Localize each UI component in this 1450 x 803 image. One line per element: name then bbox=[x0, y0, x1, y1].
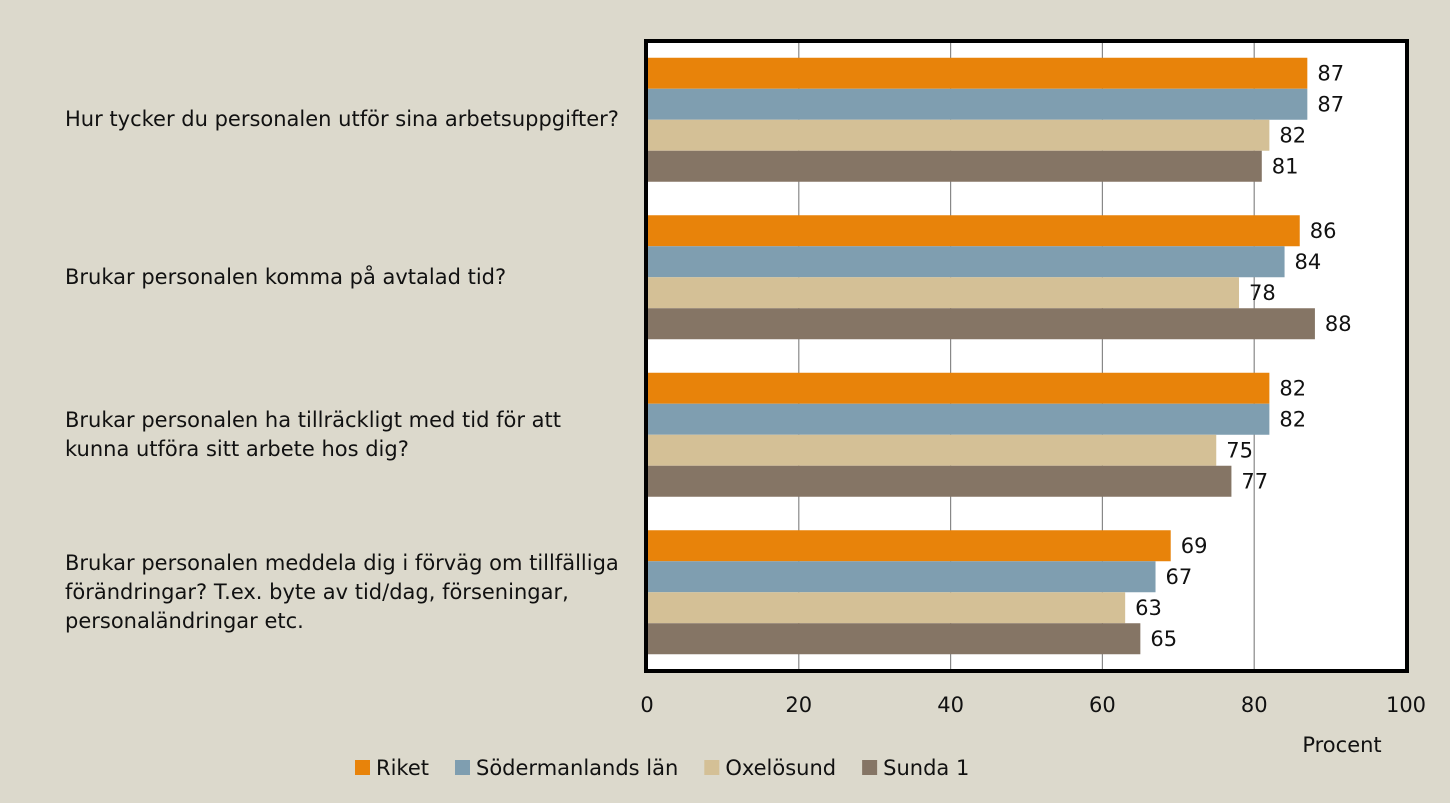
bar bbox=[647, 215, 1300, 247]
bar bbox=[647, 465, 1232, 497]
data-label: 67 bbox=[1166, 565, 1193, 589]
legend-swatch bbox=[704, 760, 720, 775]
bar bbox=[647, 592, 1126, 624]
marks bbox=[646, 41, 1407, 671]
data-label: 77 bbox=[1241, 469, 1268, 493]
legend-label: Riket bbox=[376, 756, 429, 780]
legend-swatch bbox=[355, 760, 370, 775]
bar bbox=[647, 530, 1171, 562]
legend-label: Södermanlands län bbox=[476, 756, 678, 780]
bar bbox=[647, 372, 1270, 404]
bar bbox=[647, 403, 1270, 435]
data-label: 84 bbox=[1295, 250, 1322, 274]
x-tick-label: 20 bbox=[785, 693, 812, 717]
category-label: Hur tycker du personalen utför sina arbe… bbox=[65, 107, 619, 132]
x-tick-label: 60 bbox=[1089, 693, 1116, 717]
x-tick-label: 80 bbox=[1241, 693, 1268, 717]
data-label: 86 bbox=[1310, 219, 1337, 243]
bar bbox=[647, 561, 1156, 593]
plot-border bbox=[644, 39, 1409, 673]
bar bbox=[647, 88, 1308, 120]
data-label: 87 bbox=[1317, 61, 1344, 85]
legend-label: Sunda 1 bbox=[883, 756, 969, 780]
bar bbox=[647, 308, 1315, 340]
legend-swatch bbox=[455, 760, 470, 775]
data-label: 82 bbox=[1279, 123, 1306, 147]
data-label: 65 bbox=[1150, 627, 1177, 651]
x-tick-label: 40 bbox=[937, 693, 964, 717]
data-label: 81 bbox=[1272, 154, 1299, 178]
bar bbox=[647, 434, 1217, 466]
bar bbox=[647, 150, 1262, 182]
data-label: 88 bbox=[1325, 312, 1352, 336]
data-label: 82 bbox=[1279, 407, 1306, 431]
category-label: Brukar personalen komma på avtalad tid? bbox=[65, 264, 507, 289]
data-label: 87 bbox=[1317, 92, 1344, 116]
data-label: 78 bbox=[1249, 281, 1276, 305]
x-axis-label: Procent bbox=[1302, 733, 1381, 757]
data-label: 75 bbox=[1226, 438, 1253, 462]
data-label: 69 bbox=[1181, 534, 1208, 558]
category-label: Brukar personalen ha tillräckligt med ti… bbox=[65, 407, 561, 461]
x-tick-label: 0 bbox=[640, 693, 653, 717]
bar bbox=[647, 277, 1240, 309]
data-label: 63 bbox=[1135, 596, 1162, 620]
category-label: Brukar personalen meddela dig i förväg o… bbox=[65, 550, 619, 633]
x-tick-label: 100 bbox=[1386, 693, 1426, 717]
data-label: 82 bbox=[1279, 376, 1306, 400]
bar bbox=[647, 57, 1308, 89]
legend-swatch bbox=[862, 760, 878, 775]
bar bbox=[647, 623, 1141, 655]
bar bbox=[647, 246, 1285, 278]
bar bbox=[647, 119, 1270, 151]
legend-label: Oxelösund bbox=[725, 756, 836, 780]
